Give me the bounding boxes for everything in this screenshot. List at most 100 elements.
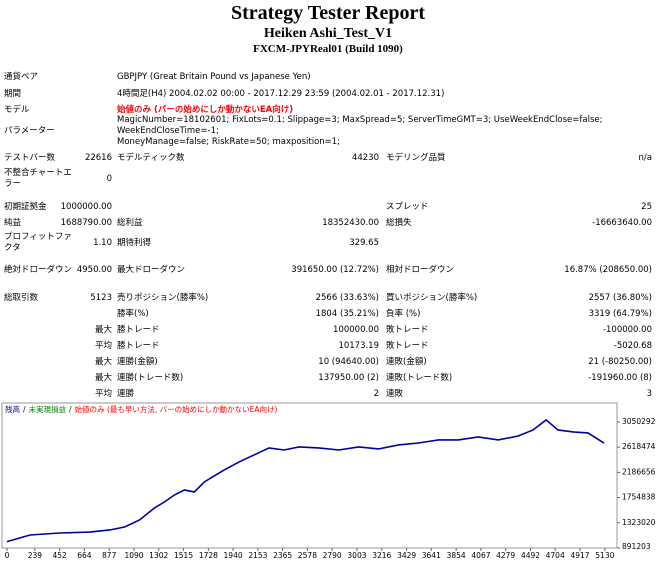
y-tick-label: 2618474 [622, 442, 656, 451]
stat-value: 16.87% (208650.00) [564, 264, 652, 275]
info-label: 期間 [4, 88, 22, 99]
stat-value: 3319 (64.79%) [588, 308, 652, 319]
stat-value: -191960.00 (8) [588, 372, 652, 383]
stat-value: 2566 (33.63%) [315, 292, 379, 303]
stat-value: 1000000.00 [60, 201, 112, 212]
stat-value: 5123 [90, 292, 112, 303]
info-value: 4時間足(H4) 2004.02.02 00:00 - 2017.12.29 2… [117, 83, 652, 105]
stat-label: 勝トレード [117, 340, 160, 351]
stat-value: 25 [641, 201, 652, 212]
stat-label: 連敗(金額) [386, 356, 427, 367]
stat-label: 総取引数 [4, 292, 39, 303]
legend-separator: / [69, 405, 72, 414]
subtitle: Heiken Ashi_Test_V1 [263, 26, 393, 41]
info-text: MagicNumber=18102601; FixLots=0.1; Slipp… [117, 114, 603, 136]
stat-value: -100000.00 [602, 324, 652, 335]
stat-label: 期待利得 [117, 237, 152, 248]
stat-label: 総利益 [117, 217, 143, 228]
balance-line [6, 418, 605, 543]
stat-label: 敗トレード [386, 340, 429, 351]
stat-label: 不整合チャートエラー [4, 168, 72, 189]
plot-frame [1, 402, 618, 549]
y-tick-label: 1323020 [622, 518, 656, 527]
stat-value: 44230 [351, 152, 379, 163]
stat-label: 連敗(トレード数) [386, 372, 453, 383]
y-tick-label: 891203 [622, 542, 651, 551]
stat-value: 2557 (36.80%) [588, 292, 652, 303]
stat-value: -5020.68 [613, 340, 652, 351]
stat-value: 3 [646, 388, 652, 399]
info-text: MoneyManage=false; RiskRate=50; maxposit… [117, 136, 341, 147]
stat-label: 連敗 [386, 388, 404, 399]
stat-value: 22616 [84, 152, 112, 163]
x-tick-label: 0 [5, 551, 10, 560]
info-text: 始値のみ (バーの始めにしか動かないEA向け) [117, 104, 294, 115]
stat-value: 10 (94640.00) [318, 356, 379, 367]
balance-chart: 891203 1323020 1754838 2186656 2618474 305029… [1, 402, 656, 560]
stat-value: 0 [106, 173, 112, 184]
stat-value: 平均 [94, 340, 112, 351]
x-tick-label: 2578 [298, 551, 317, 560]
x-tick-label: 239 [28, 551, 43, 560]
stat-label: 勝トレード [117, 324, 160, 335]
x-tick-label: 452 [53, 551, 68, 560]
x-tick-label: 3003 [347, 551, 366, 560]
legend: 残高 / 未実現損益 / 始値のみ (最も早い方法, バーの始めにしか動かないEA向け) [5, 404, 278, 414]
stat-value: 最大 [94, 372, 112, 383]
stat-label: 連勝(トレード数) [117, 372, 184, 383]
info-value: GBPJPY (Great Britain Pound vs Japanese … [117, 66, 652, 88]
info-label: パラメーター [4, 125, 55, 136]
stat-label: 相対ドローダウン [386, 264, 455, 275]
stat-label: 絶対ドローダウン [4, 264, 73, 275]
x-tick-label: 664 [77, 551, 92, 560]
x-tick-label: 1090 [124, 551, 143, 560]
stat-value: 2 [373, 388, 379, 399]
info-text: 4時間足(H4) 2004.02.02 00:00 - 2017.12.29 2… [117, 88, 445, 99]
stat-value: 21 (-80250.00) [588, 356, 652, 367]
x-tick-label: 2365 [273, 551, 292, 560]
info-value: 始値のみ (バーの始めにしか動かないEA向け) [117, 99, 652, 121]
x-tick-label: 5130 [595, 551, 614, 560]
x-tick-label: 2153 [248, 551, 267, 560]
x-tick-label: 877 [102, 551, 117, 560]
title: Strategy Tester Report [230, 2, 426, 24]
x-tick-label: 3854 [447, 551, 466, 560]
stat-value: -16663640.00 [592, 217, 652, 228]
x-tick-label: 2790 [323, 551, 342, 560]
info-label: 通貨ペア [4, 71, 39, 82]
stat-value: 18352430.00 [322, 217, 379, 228]
x-tick-label: 1728 [199, 551, 218, 560]
stat-value: 1.10 [93, 237, 112, 248]
stat-label: モデルティック数 [117, 152, 185, 163]
stat-label: 連勝(金額) [117, 356, 158, 367]
stat-value: 最大 [94, 324, 112, 335]
stat-label: 最大ドローダウン [117, 264, 186, 275]
legend-entry: 残高 [5, 404, 20, 414]
legend-separator: / [23, 405, 26, 414]
stat-label: 売りポジション(勝率%) [117, 292, 209, 303]
x-tick-label: 4704 [546, 551, 565, 560]
x-tick-label: 4067 [471, 551, 490, 560]
x-tick-label: 3216 [372, 551, 391, 560]
stat-label: スプレッド [386, 201, 429, 212]
stat-value: 1688790.00 [60, 217, 112, 228]
info-value: MagicNumber=18102601; FixLots=0.1; Slipp… [117, 115, 652, 147]
stat-value: 100000.00 [333, 324, 379, 335]
stat-label: 敗トレード [386, 324, 429, 335]
stat-label: 買いポジション(勝率%) [386, 292, 478, 303]
stat-label: モデリング品質 [386, 152, 446, 163]
info-label: モデル [4, 104, 30, 115]
legend-entry: 始値のみ (最も早い方法, バーの始めにしか動かないEA向け) [75, 404, 278, 414]
info-text: GBPJPY (Great Britain Pound vs Japanese … [117, 71, 311, 82]
stat-label: 連勝 [117, 388, 135, 399]
stat-value: 平均 [94, 388, 112, 399]
stat-value: 最大 [94, 356, 112, 367]
x-tick-label: 4279 [496, 551, 515, 560]
x-tick-label: 1940 [224, 551, 243, 560]
y-tick-label: 3050292 [622, 417, 656, 426]
stat-label: 負率 (%) [386, 308, 421, 319]
y-tick-label: 1754838 [622, 493, 656, 502]
stat-value: 137950.00 (2) [318, 372, 379, 383]
y-tick-label: 2186656 [622, 467, 656, 476]
